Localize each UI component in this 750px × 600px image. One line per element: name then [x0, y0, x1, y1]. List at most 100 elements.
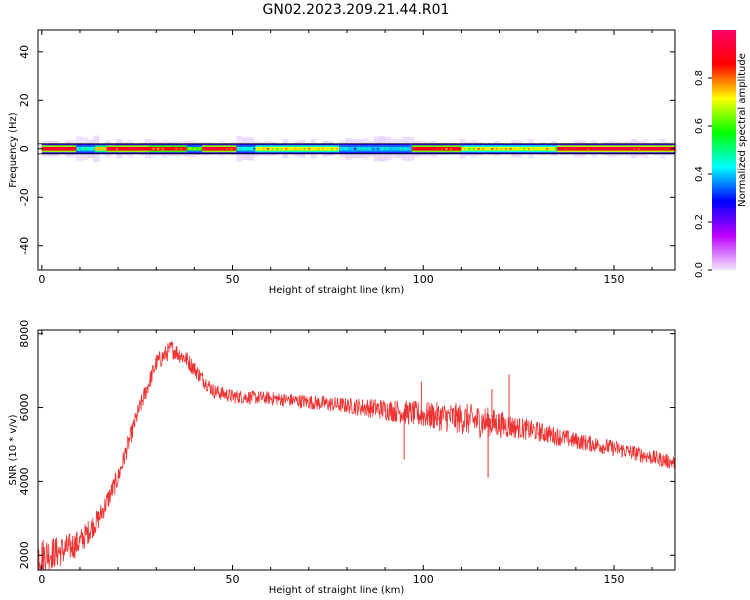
snr-series-line — [38, 341, 675, 570]
figure-title: GN02.2023.209.21.44.R01 — [263, 2, 450, 18]
band-dot — [143, 147, 146, 150]
band-dot — [619, 147, 622, 150]
band-dot — [546, 147, 549, 150]
snr-y-tick-label: 2000 — [18, 541, 31, 569]
band-dot — [326, 147, 329, 150]
spectrogram-y-tick-label: -20 — [18, 188, 31, 206]
band-dot — [230, 147, 233, 150]
band-dot — [152, 147, 155, 150]
band-dot — [271, 147, 274, 150]
band-dot — [445, 147, 448, 150]
band-dot — [399, 147, 402, 150]
band-dot — [614, 147, 618, 150]
band-dot — [202, 147, 206, 150]
band-dot — [344, 147, 348, 150]
band-dot — [427, 147, 430, 150]
band-dot — [266, 147, 270, 150]
band-dot — [555, 147, 558, 150]
band-dot — [504, 147, 508, 150]
colorbar-tick-label: 0.8 — [694, 70, 705, 86]
band-dot — [532, 147, 535, 150]
band-dot — [335, 147, 338, 150]
band-dot — [436, 147, 439, 150]
band-dot — [536, 147, 540, 150]
band-dot — [51, 147, 55, 150]
band-dot — [632, 147, 636, 150]
band-core — [202, 146, 237, 151]
band-dot — [527, 147, 531, 150]
spectrogram-x-tick-label: 150 — [603, 273, 624, 286]
band-dot — [317, 147, 320, 150]
band-dot — [454, 147, 457, 150]
band-core — [95, 146, 107, 151]
colorbar-tick-label: 0.0 — [694, 262, 705, 278]
spectrogram-x-label: Height of straight line (km) — [269, 285, 405, 296]
snr-y-tick-label: 6000 — [18, 394, 31, 422]
band-dot — [170, 147, 174, 150]
band-dot — [74, 147, 77, 150]
band-dot — [541, 147, 544, 150]
band-dot — [111, 147, 114, 150]
band-dot — [330, 147, 334, 150]
snr-x-tick-label: 100 — [413, 573, 434, 586]
spectrogram-x-tick-label: 50 — [226, 273, 240, 286]
colorbar: 0.0 0.2 0.4 0.6 0.8 Normalized spectral ampl… — [694, 30, 748, 278]
spectrogram-plot: 0 50 100 150 -40 -20 0 20 40 Height of straight … — [8, 29, 678, 296]
band-dot — [211, 147, 215, 150]
colorbar-tick-label: 0.2 — [694, 214, 705, 230]
band-dot — [60, 147, 64, 150]
band-dot — [83, 147, 87, 150]
band-dot — [486, 147, 489, 150]
band-dot — [184, 147, 187, 150]
band-dot — [198, 147, 201, 150]
band-dot — [312, 147, 315, 150]
band-dot — [257, 147, 261, 150]
colorbar-ticks: 0.0 0.2 0.4 0.6 0.8 — [694, 70, 712, 278]
band-dot — [234, 147, 238, 150]
band-dot — [161, 147, 164, 150]
band-dot — [404, 147, 407, 150]
band-dot — [298, 147, 302, 150]
colorbar-tick-label: 0.6 — [694, 118, 705, 134]
band-dot — [88, 147, 91, 150]
spectrogram-x-tick-label: 100 — [413, 273, 434, 286]
snr-ticks: 0 50 100 150 2000 4000 6000 8000 — [18, 320, 675, 586]
band-dot — [340, 147, 343, 150]
band-dot — [138, 147, 142, 150]
band-dot — [610, 147, 613, 150]
band-dot — [381, 147, 384, 150]
band-dot — [362, 147, 366, 150]
band-dot — [518, 147, 521, 150]
spectrogram-ticks: 0 50 100 150 -40 -20 0 20 40 — [18, 30, 675, 286]
band-dot — [459, 147, 462, 150]
snr-plot: 0 50 100 150 2000 4000 6000 8000 Height of stra… — [8, 320, 676, 596]
band-dot — [376, 147, 380, 150]
colorbar-gradient — [712, 30, 736, 270]
band-dot — [564, 147, 567, 150]
band-dot — [481, 147, 485, 150]
snr-x-tick-label: 50 — [226, 573, 240, 586]
band-dot — [582, 147, 586, 150]
band-dot — [642, 147, 645, 150]
band-dot — [491, 147, 494, 150]
band-dot — [124, 147, 128, 150]
band-dot — [275, 147, 279, 150]
band-dot — [468, 147, 471, 150]
spectrogram-x-tick-label: 0 — [38, 273, 45, 286]
band-dot — [321, 147, 325, 150]
band-core — [339, 146, 412, 151]
band-dot — [253, 147, 256, 150]
band-dot — [417, 147, 421, 150]
spectrogram-y-tick-label: 0 — [18, 145, 31, 152]
band-dot — [129, 147, 132, 150]
band-dot — [651, 147, 654, 150]
band-dot — [147, 147, 151, 150]
band-dot — [289, 147, 293, 150]
band-dot — [665, 147, 668, 150]
band-dot — [102, 147, 105, 150]
snr-y-tick-label: 4000 — [18, 467, 31, 495]
snr-y-label: SNR (10 * v/v) — [8, 414, 19, 485]
band-dot — [390, 147, 393, 150]
spectrogram-y-tick-label: -40 — [18, 237, 31, 255]
band-dot — [358, 147, 361, 150]
